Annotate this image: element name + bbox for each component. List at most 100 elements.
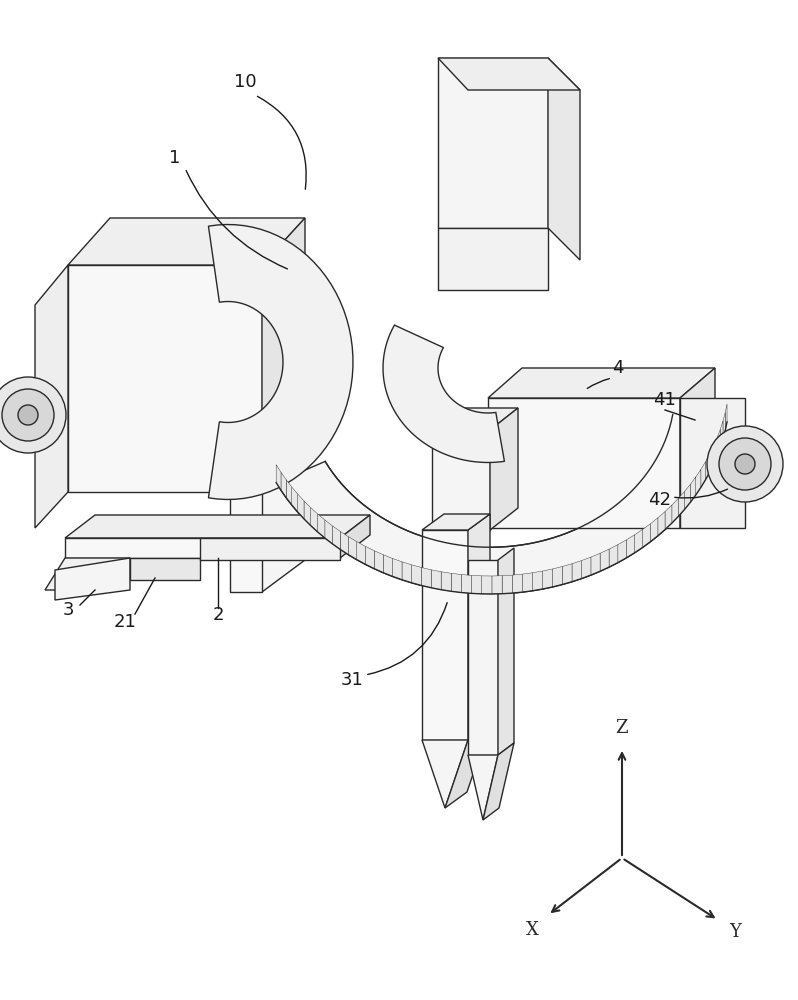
Polygon shape — [672, 498, 678, 523]
Polygon shape — [276, 465, 281, 490]
Circle shape — [719, 438, 771, 490]
Polygon shape — [276, 415, 727, 594]
Polygon shape — [563, 564, 572, 585]
Polygon shape — [468, 755, 498, 820]
Polygon shape — [492, 576, 502, 594]
Polygon shape — [445, 724, 490, 808]
Polygon shape — [705, 454, 710, 480]
Polygon shape — [383, 555, 393, 576]
Text: Y: Y — [729, 923, 741, 941]
Polygon shape — [658, 512, 665, 536]
Polygon shape — [438, 228, 548, 290]
Polygon shape — [690, 477, 696, 502]
Polygon shape — [438, 58, 548, 228]
Polygon shape — [65, 515, 370, 538]
Polygon shape — [281, 472, 286, 498]
Polygon shape — [717, 429, 721, 456]
Polygon shape — [357, 542, 365, 564]
Polygon shape — [65, 538, 340, 558]
Polygon shape — [35, 265, 68, 528]
Polygon shape — [431, 570, 441, 590]
Polygon shape — [365, 546, 374, 569]
Polygon shape — [412, 565, 421, 585]
Polygon shape — [432, 408, 518, 430]
Polygon shape — [490, 408, 518, 530]
Polygon shape — [678, 491, 685, 516]
Polygon shape — [402, 562, 412, 583]
Polygon shape — [696, 469, 701, 495]
Polygon shape — [713, 438, 717, 464]
Polygon shape — [488, 368, 715, 398]
Polygon shape — [680, 398, 745, 528]
Text: X: X — [526, 921, 539, 939]
Polygon shape — [523, 573, 532, 592]
Text: 3: 3 — [62, 601, 73, 619]
Polygon shape — [472, 575, 482, 594]
Polygon shape — [461, 575, 472, 593]
Polygon shape — [721, 421, 723, 447]
Polygon shape — [680, 368, 715, 528]
Polygon shape — [701, 462, 705, 487]
Polygon shape — [543, 569, 552, 589]
Polygon shape — [298, 494, 304, 519]
Polygon shape — [421, 567, 431, 588]
Text: Z: Z — [616, 719, 628, 737]
Polygon shape — [483, 743, 514, 820]
Polygon shape — [532, 571, 543, 591]
Polygon shape — [200, 538, 340, 560]
Polygon shape — [582, 557, 591, 579]
Polygon shape — [552, 567, 563, 587]
Polygon shape — [723, 412, 725, 439]
Text: 41: 41 — [654, 391, 677, 409]
Polygon shape — [230, 492, 262, 592]
Polygon shape — [665, 505, 672, 530]
Polygon shape — [710, 446, 713, 472]
Polygon shape — [502, 575, 512, 594]
Polygon shape — [548, 58, 580, 260]
Polygon shape — [725, 404, 727, 430]
Polygon shape — [68, 218, 305, 265]
Polygon shape — [68, 265, 262, 492]
Polygon shape — [468, 560, 498, 755]
Circle shape — [2, 389, 54, 441]
Circle shape — [0, 377, 66, 453]
Polygon shape — [432, 430, 490, 530]
Polygon shape — [262, 412, 305, 592]
Polygon shape — [374, 551, 383, 573]
Polygon shape — [609, 545, 618, 567]
Text: 42: 42 — [649, 491, 671, 509]
Polygon shape — [512, 574, 523, 593]
Polygon shape — [468, 514, 490, 740]
Text: 31: 31 — [341, 671, 363, 689]
Polygon shape — [600, 549, 609, 571]
Polygon shape — [488, 398, 680, 528]
Polygon shape — [318, 514, 325, 538]
Polygon shape — [333, 526, 340, 549]
Polygon shape — [208, 225, 353, 499]
Polygon shape — [422, 514, 490, 530]
Polygon shape — [642, 524, 650, 547]
Polygon shape — [626, 535, 634, 558]
Text: 1: 1 — [169, 149, 180, 167]
Polygon shape — [618, 540, 626, 563]
Polygon shape — [340, 515, 370, 558]
Polygon shape — [262, 218, 305, 492]
Circle shape — [18, 405, 38, 425]
Text: 21: 21 — [113, 613, 136, 631]
Polygon shape — [482, 576, 492, 594]
Polygon shape — [498, 548, 514, 755]
Polygon shape — [441, 572, 451, 591]
Polygon shape — [438, 58, 580, 90]
Polygon shape — [451, 573, 461, 593]
Polygon shape — [55, 558, 130, 600]
Polygon shape — [304, 501, 310, 526]
Polygon shape — [634, 529, 642, 553]
Polygon shape — [340, 531, 349, 555]
Text: 10: 10 — [234, 73, 256, 91]
Polygon shape — [130, 558, 200, 580]
Polygon shape — [349, 537, 357, 560]
Polygon shape — [650, 518, 658, 542]
Polygon shape — [325, 520, 333, 544]
Polygon shape — [572, 561, 582, 582]
Circle shape — [707, 426, 783, 502]
